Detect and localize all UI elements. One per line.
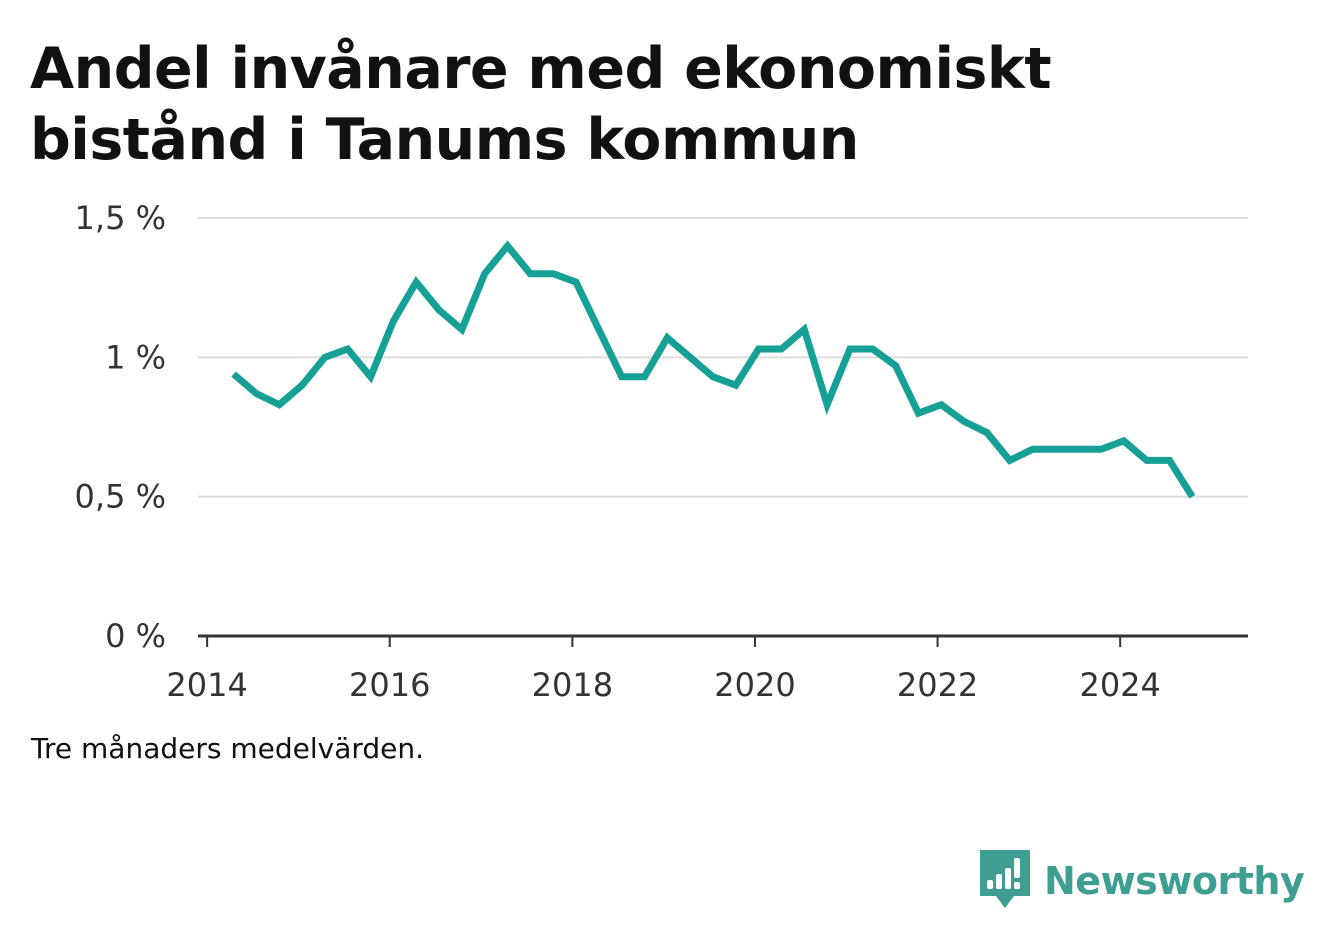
x-tick-label: 2022 xyxy=(897,666,978,704)
brand-name: Newsworthy xyxy=(1044,859,1305,903)
x-tick-label: 2016 xyxy=(349,666,430,704)
chart-footnote: Tre månaders medelvärden. xyxy=(31,732,425,765)
y-tick-label: 1,5 % xyxy=(75,199,166,237)
y-tick-label: 1 % xyxy=(105,338,166,376)
x-tick-label: 2024 xyxy=(1079,666,1160,704)
x-tick-label: 2014 xyxy=(166,666,247,704)
y-tick-label: 0 % xyxy=(105,617,166,655)
chart-title: Andel invånare med ekonomiskt bistånd i … xyxy=(30,36,1052,173)
x-tick-label: 2018 xyxy=(532,666,613,704)
brand-logo-block[interactable]: Newsworthy xyxy=(980,850,1305,912)
y-tick-label: 0,5 % xyxy=(75,478,166,516)
x-tick-label: 2020 xyxy=(714,666,795,704)
series-line xyxy=(231,240,1196,499)
bar-chart-speech-bubble-icon xyxy=(980,850,1030,908)
